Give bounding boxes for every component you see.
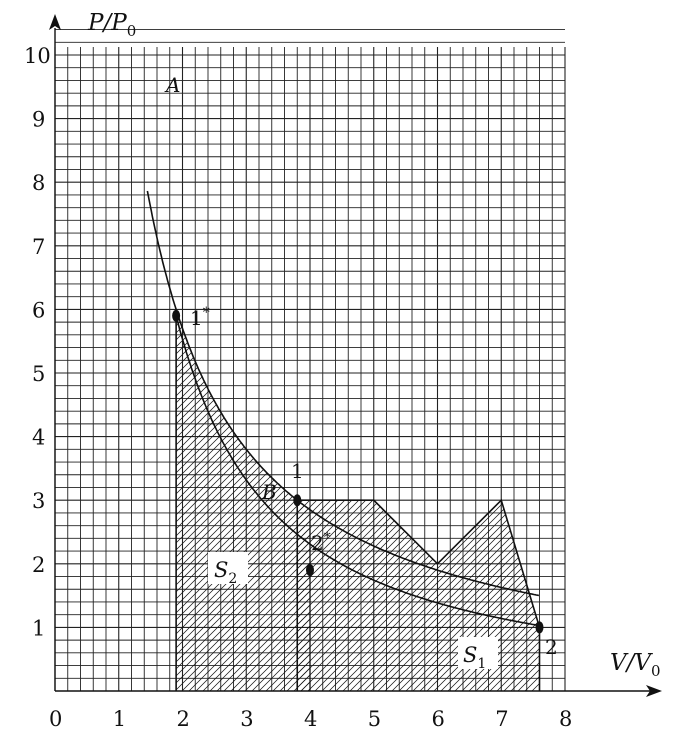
label-1-star-sup: * [203,305,210,321]
y-axis-title: P/P0 [87,10,136,40]
y-tick-label: 1 [32,616,45,640]
point-p1 [293,494,302,507]
y-tick-label: 6 [32,298,45,322]
y-axis-arrow [49,14,61,30]
label-S2-sub: 2 [228,571,237,587]
labels: 0 1 2 3 4 5 6 7 8 1 2 3 4 5 6 7 8 9 10 [24,44,572,731]
label-1-star: 1* [190,305,210,330]
x-tick-label: 1 [113,707,126,731]
label-2-star: 2* [311,530,331,555]
y-axis-title-sub: 0 [127,22,137,40]
isotherm-curve [146,190,540,597]
label-B: B [261,480,277,504]
y-tick-label: 2 [32,553,45,577]
hatching [176,309,540,691]
y-tick-label: 8 [32,171,45,195]
process-polyline [297,498,541,628]
point-p2s [306,564,314,577]
y-tick-label: 9 [32,108,45,132]
label-S1: S1 [463,643,486,672]
x-tick-label: 8 [559,707,572,731]
x-tick-label: 6 [432,707,445,731]
points [172,309,544,634]
y-tick-label: 10 [24,44,51,68]
curves [146,190,541,691]
axes [49,14,662,697]
x-tick-label: 2 [177,707,190,731]
label-S1-sub: 1 [477,656,486,672]
label-2: 2 [545,635,558,659]
x-tick-label: 3 [240,707,253,731]
x-tick-label: 0 [49,707,62,731]
y-tick-label: 7 [32,235,45,259]
x-tick-label: 7 [495,707,508,731]
x-axis-title: V/V0 [610,650,661,680]
adiabat-curve [175,315,540,627]
y-tick-label: 5 [32,362,45,386]
label-S2: S2 [214,558,237,587]
x-axis-title-sub: 0 [651,662,661,680]
x-tick-label: 5 [368,707,381,731]
s2-label-bg [208,552,248,584]
x-axis-arrow [646,685,662,697]
hatch-s1 [297,500,540,691]
label-1: 1 [291,459,304,483]
x-tick-label: 4 [304,707,317,731]
point-p2 [535,621,544,634]
label-A: A [164,73,180,97]
s1-label-bg [458,637,498,669]
hatch-s2 [176,309,310,691]
y-tick-label: 3 [32,489,45,513]
y-tick-label: 4 [32,426,45,450]
point-p1s [172,309,181,322]
label-2-star-sup: * [324,530,331,546]
